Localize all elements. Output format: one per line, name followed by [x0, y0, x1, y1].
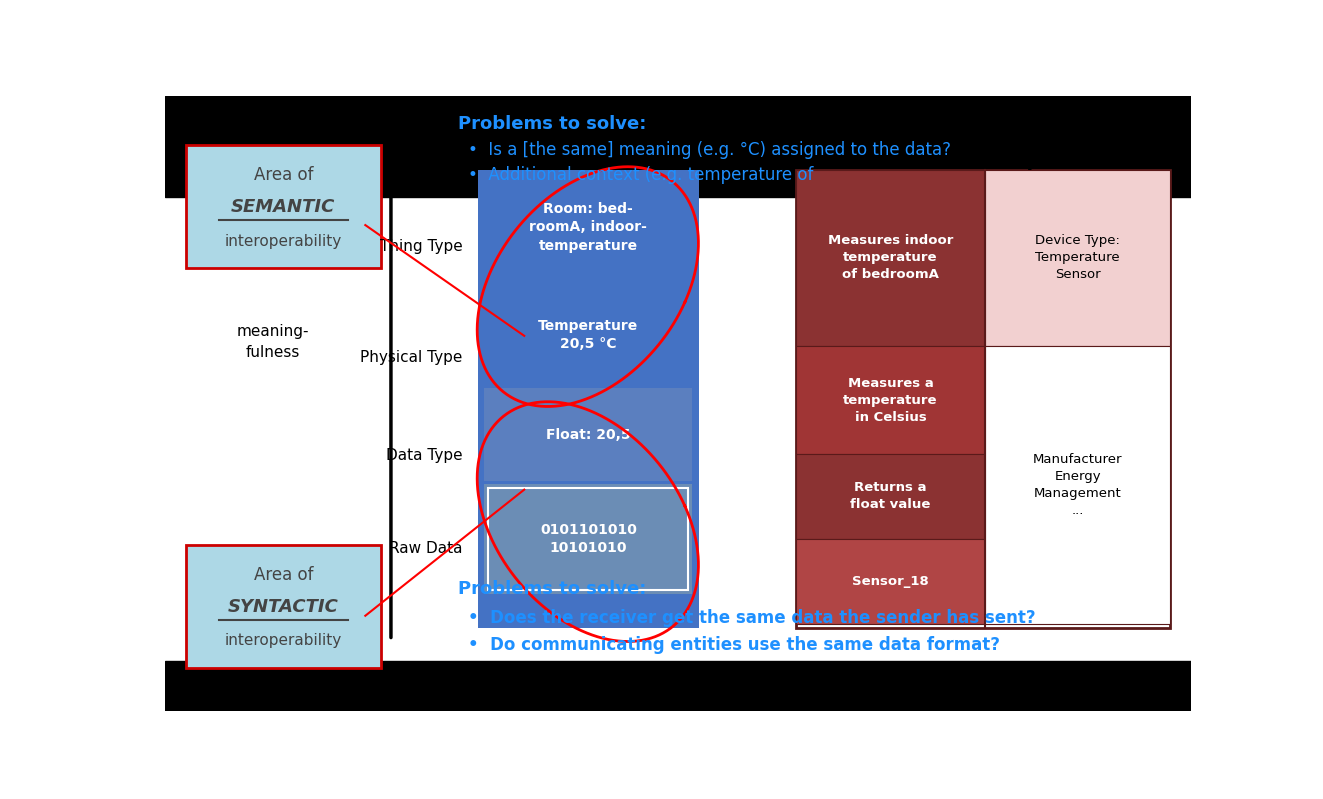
Text: •  Additional context (e.g. temperature of: • Additional context (e.g. temperature o… — [468, 165, 819, 184]
Bar — [165, 96, 1191, 197]
Text: •  Do communicating entities use the same data format?: • Do communicating entities use the same… — [468, 636, 1000, 654]
FancyBboxPatch shape — [484, 285, 692, 385]
FancyBboxPatch shape — [185, 545, 381, 668]
Text: Problems to solve:: Problems to solve: — [458, 580, 646, 598]
Text: Measures indoor
temperature
of bedroomA: Measures indoor temperature of bedroomA — [828, 234, 953, 281]
Text: interoperability: interoperability — [225, 233, 341, 248]
Bar — [165, 661, 1191, 711]
Text: Temperature
20,5 °C: Temperature 20,5 °C — [538, 319, 639, 352]
Text: Manufacturer
Energy
Management
...: Manufacturer Energy Management ... — [1033, 453, 1122, 517]
FancyBboxPatch shape — [796, 169, 1170, 628]
Text: Data Type: Data Type — [386, 448, 463, 463]
Text: Area of: Area of — [254, 165, 314, 184]
FancyBboxPatch shape — [185, 145, 381, 268]
Text: Room: bed-
roomA, indoor-
temperature: Room: bed- roomA, indoor- temperature — [529, 202, 647, 252]
Text: 0101101010
10101010: 0101101010 10101010 — [540, 523, 636, 555]
FancyBboxPatch shape — [484, 484, 692, 594]
FancyBboxPatch shape — [984, 346, 1170, 624]
FancyBboxPatch shape — [796, 169, 984, 346]
Text: interoperability: interoperability — [225, 634, 341, 649]
Text: •  Does the receiver get the same data the sender has sent?: • Does the receiver get the same data th… — [468, 609, 1036, 626]
Text: Problems to solve:: Problems to solve: — [458, 114, 646, 133]
FancyBboxPatch shape — [484, 173, 692, 282]
FancyBboxPatch shape — [478, 169, 699, 628]
FancyBboxPatch shape — [796, 454, 984, 539]
Text: Data: Data — [606, 151, 658, 170]
FancyBboxPatch shape — [984, 169, 1170, 346]
Text: Sensor_18: Sensor_18 — [852, 575, 929, 588]
Text: Returns a
float value: Returns a float value — [851, 481, 930, 511]
Text: Device Description: Device Description — [877, 151, 1084, 170]
Text: Raw Data: Raw Data — [389, 541, 463, 555]
Text: SEMANTIC: SEMANTIC — [232, 197, 336, 216]
Text: Float: 20,5: Float: 20,5 — [546, 427, 631, 442]
Text: Area of: Area of — [254, 566, 314, 583]
FancyBboxPatch shape — [796, 539, 984, 624]
FancyBboxPatch shape — [484, 388, 692, 481]
Text: meaning-
fulness: meaning- fulness — [237, 324, 310, 360]
Text: Thing Type: Thing Type — [380, 239, 463, 254]
FancyBboxPatch shape — [796, 346, 984, 454]
Text: Measures a
temperature
in Celsius: Measures a temperature in Celsius — [843, 376, 938, 423]
Text: •  Is a [the same] meaning (e.g. °C) assigned to the data?: • Is a [the same] meaning (e.g. °C) assi… — [468, 141, 951, 159]
Text: Physical Type: Physical Type — [360, 350, 463, 365]
Text: Device Type:
Temperature
Sensor: Device Type: Temperature Sensor — [1035, 234, 1121, 281]
Text: SYNTACTIC: SYNTACTIC — [228, 598, 339, 615]
